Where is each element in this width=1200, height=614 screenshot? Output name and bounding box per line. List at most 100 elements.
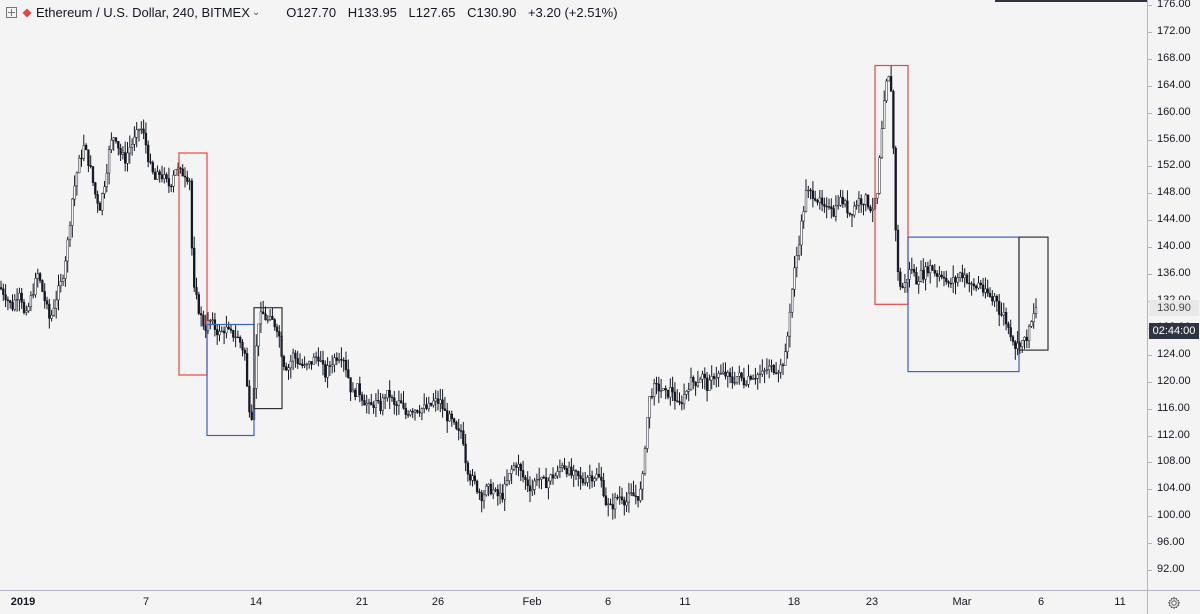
candle-body	[239, 337, 242, 343]
candle-body	[731, 376, 734, 383]
price-label: 108.00	[1157, 455, 1191, 468]
symbol-title[interactable]: Ethereum / U.S. Dollar, 240, BITMEX	[36, 5, 250, 20]
price-label: 140.00	[1157, 240, 1191, 253]
candle-body	[510, 469, 513, 474]
candle-body	[676, 400, 679, 402]
price-tick	[1148, 112, 1152, 114]
expand-icon[interactable]	[6, 7, 17, 18]
candle-body	[181, 168, 184, 177]
blue-box-2[interactable]	[907, 236, 1020, 373]
price-tick	[1148, 570, 1152, 571]
price-axis[interactable]: 176.00 172.00 168.00 164.00 160.00 156.00 152.…	[1147, 0, 1200, 590]
candle-body	[78, 157, 81, 174]
candle-body	[664, 388, 667, 391]
candle-body	[492, 489, 495, 495]
price-tick	[1148, 381, 1152, 383]
candle-body	[271, 316, 274, 320]
candle-body	[13, 299, 16, 310]
candle-body	[1027, 326, 1031, 341]
chevron-down-icon[interactable]: ⌄	[251, 7, 261, 18]
candle-body	[901, 286, 904, 288]
candle-body	[1030, 321, 1033, 327]
candle-body	[641, 473, 644, 490]
status-dot-icon	[22, 7, 32, 18]
candle-body	[101, 193, 104, 211]
candle-body	[984, 288, 987, 293]
black-box-1[interactable]	[253, 307, 283, 410]
candle-body	[469, 473, 472, 481]
candle-body	[648, 396, 651, 418]
candle-body	[301, 363, 304, 366]
candle-body	[807, 189, 810, 192]
candle-body	[501, 492, 504, 500]
candle-body	[747, 376, 750, 385]
price-tick	[1148, 31, 1152, 33]
candle-body	[498, 492, 502, 497]
time-axis[interactable]: 2019 7 14 21 26 Feb 6 11 18 23 Mar 6 11	[0, 590, 1147, 614]
time-label: Mar	[952, 596, 972, 608]
candle-body	[975, 285, 978, 289]
candle-body	[613, 497, 617, 510]
candle-body	[434, 398, 437, 402]
chart-area[interactable]: Ethereum / U.S. Dollar, 240, BITMEX ⌄ O1…	[0, 0, 1147, 590]
price-tick	[1148, 462, 1152, 464]
time-label: 18	[787, 596, 801, 608]
price-label: 144.00	[1157, 213, 1191, 226]
candle-body	[296, 358, 299, 364]
candle-body	[147, 144, 150, 162]
price-chart[interactable]	[0, 0, 1147, 590]
candle-body	[411, 411, 414, 413]
red-box-1[interactable]	[178, 152, 208, 376]
candle-body	[528, 485, 532, 492]
time-label: 21	[355, 596, 369, 608]
candle-body	[234, 336, 237, 339]
candle-body	[768, 365, 771, 371]
candle-body	[452, 418, 456, 423]
candle-body	[388, 390, 391, 398]
candle-body	[259, 311, 263, 325]
candle-body	[784, 351, 787, 366]
candle-body	[264, 313, 267, 321]
candle-body	[839, 196, 842, 206]
candle-body	[478, 491, 481, 493]
chart-settings[interactable]	[1147, 590, 1200, 614]
red-box-2[interactable]	[874, 64, 909, 305]
candle-body	[1021, 340, 1024, 347]
candle-body	[298, 363, 302, 365]
candle-body	[354, 389, 357, 397]
candle-body	[22, 302, 26, 313]
candle-body	[50, 314, 53, 319]
candle-body	[887, 76, 890, 82]
candle-body	[32, 294, 35, 296]
candle-body	[995, 296, 999, 302]
candle-body	[462, 430, 465, 445]
candle-body	[940, 274, 943, 278]
candle-body	[358, 383, 361, 396]
price-tick	[1148, 247, 1152, 249]
black-box-2[interactable]	[1018, 236, 1049, 351]
price-label: 148.00	[1157, 186, 1191, 199]
candle-body	[977, 282, 980, 289]
top-edge-bar	[995, 0, 1147, 2]
candle-body	[949, 282, 953, 285]
candle-body	[151, 162, 154, 173]
candle-body	[565, 468, 568, 475]
candle-body	[406, 414, 410, 416]
gear-icon[interactable]	[1167, 596, 1181, 610]
candle-body	[535, 479, 539, 482]
candle-body	[480, 492, 483, 502]
candle-body	[370, 402, 373, 406]
price-tick	[1148, 435, 1152, 437]
candle-body	[420, 408, 424, 414]
candle-body	[188, 180, 191, 183]
candle-body	[588, 475, 591, 478]
candle-body	[956, 277, 959, 283]
candle-body	[96, 194, 99, 204]
candle-body	[27, 306, 30, 312]
candle-body	[680, 402, 683, 405]
candle-body	[487, 483, 490, 487]
candle-body	[94, 182, 97, 195]
time-label: 11	[1114, 596, 1126, 608]
candle-body	[827, 206, 831, 208]
candle-body	[917, 281, 920, 285]
